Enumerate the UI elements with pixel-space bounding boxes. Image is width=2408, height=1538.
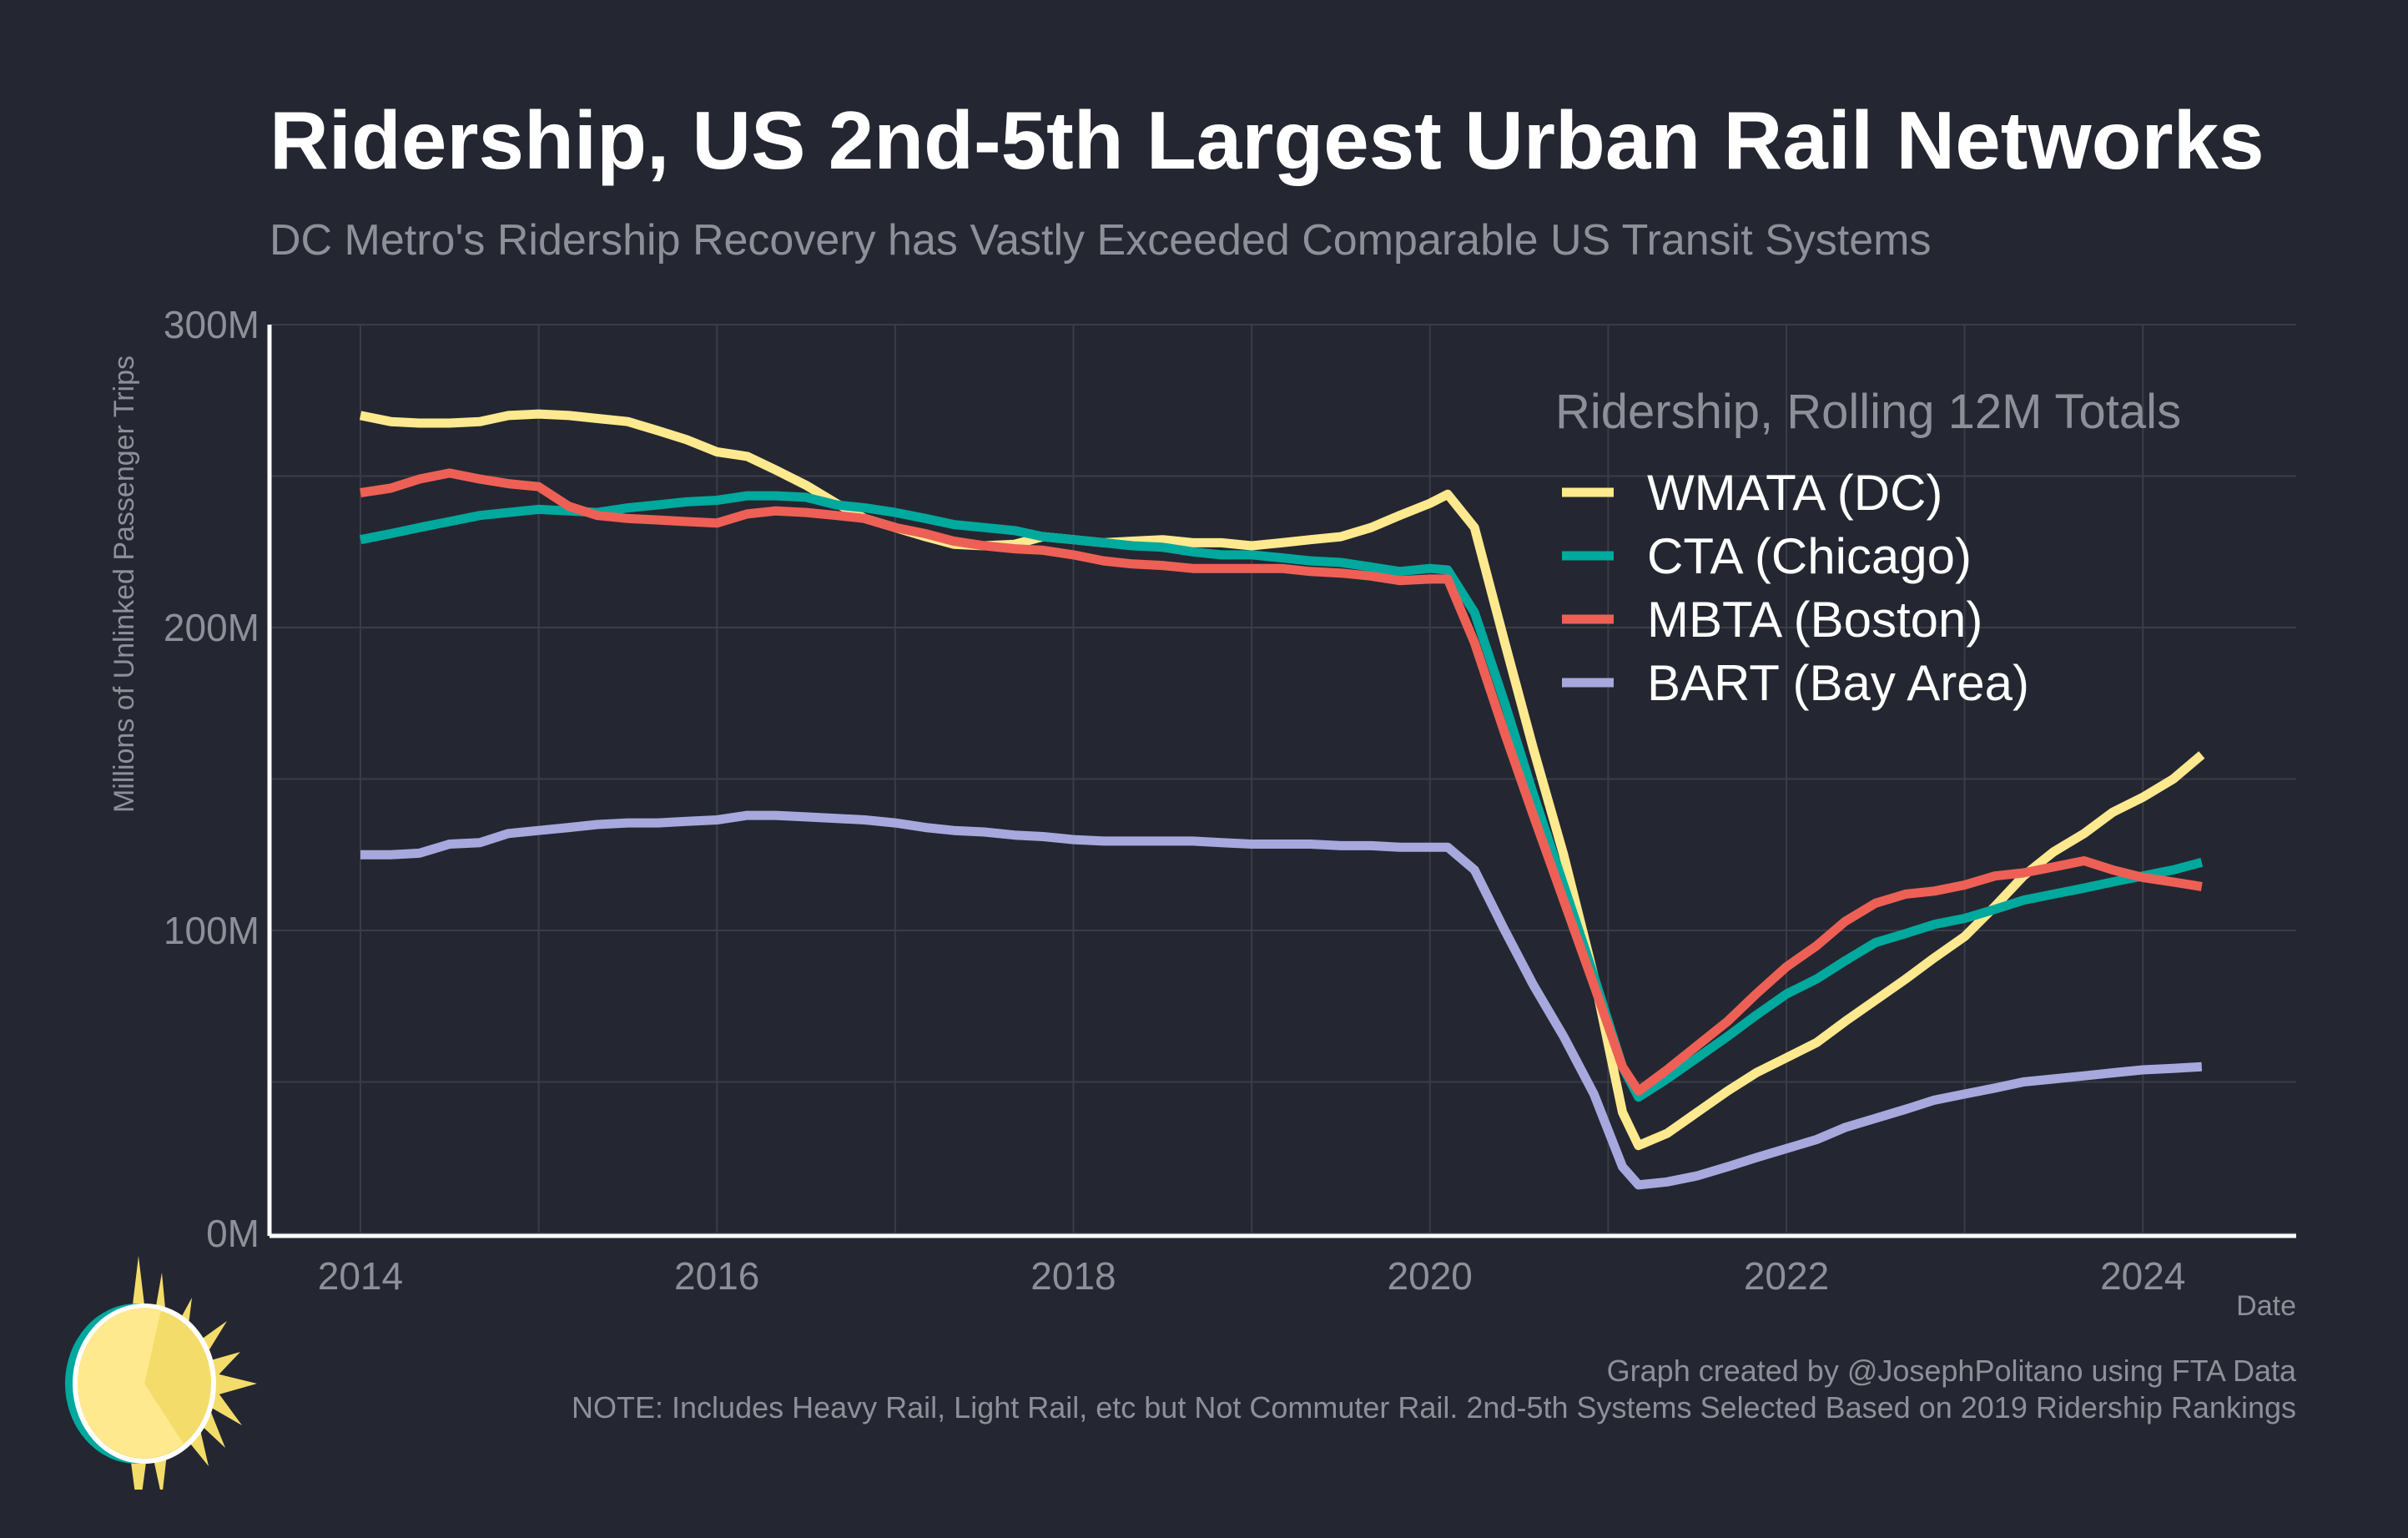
series-line-bart-bay-area <box>360 810 2203 1190</box>
grid-lines <box>270 324 2296 1234</box>
series-line-wmata-dc <box>359 409 2205 1151</box>
tick-labels: 0M 100M 200M 300M 2014 2016 2018 2020 2022 2024 <box>164 303 2186 1298</box>
legend-label: WMATA (DC) <box>1647 465 1942 521</box>
note-text: NOTE: Includes Heavy Rail, Light Rail, e… <box>572 1390 2296 1425</box>
legend-label: MBTA (Boston) <box>1647 592 1982 648</box>
y-axis-title: Millions of Unlinked Passenger Trips <box>108 356 140 813</box>
credit-text: Graph created by @JosephPolitano using F… <box>1606 1354 2296 1388</box>
axes <box>267 325 2296 1238</box>
chart-title: Ridership, US 2nd-5th Largest Urban Rail… <box>270 94 2264 186</box>
chart-subtitle: DC Metro's Ridership Recovery has Vastly… <box>270 216 1932 265</box>
series-lines <box>359 409 2205 1190</box>
x-tick-label: 2024 <box>2100 1254 2185 1298</box>
x-axis-title: Date <box>2236 1290 2296 1322</box>
series-line-cta-chicago <box>359 491 2204 1102</box>
x-tick-label: 2014 <box>318 1254 403 1298</box>
legend-label: CTA (Chicago) <box>1647 528 1972 584</box>
y-tick-label: 100M <box>164 909 259 952</box>
x-tick-label: 2020 <box>1388 1254 1473 1298</box>
x-tick-label: 2022 <box>1744 1254 1829 1298</box>
y-tick-label: 0M <box>206 1212 259 1255</box>
legend-title: Ridership, Rolling 12M Totals <box>1555 385 2181 439</box>
legend: Ridership, Rolling 12M Totals WMATA (DC)… <box>1555 385 2181 711</box>
y-tick-label: 200M <box>164 606 259 649</box>
y-tick-label: 300M <box>164 303 259 346</box>
legend-label: BART (Bay Area) <box>1647 655 2029 711</box>
x-tick-label: 2016 <box>674 1254 759 1298</box>
sun-logo-icon <box>65 1256 257 1490</box>
series-line-mbta-boston <box>360 468 2203 1096</box>
x-tick-label: 2018 <box>1030 1254 1116 1298</box>
